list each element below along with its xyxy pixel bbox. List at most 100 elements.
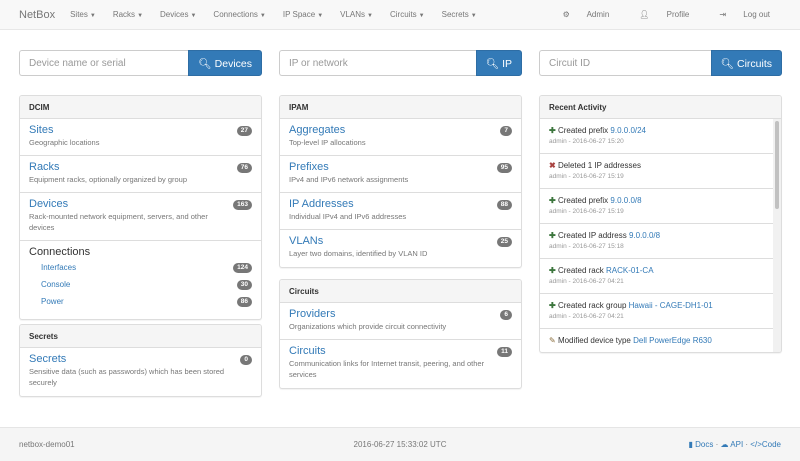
- scrollbar[interactable]: [773, 119, 781, 352]
- link-label: Code: [761, 440, 781, 449]
- activity-item: ✚ Created rack group Hawaii - CAGE-DH1-0…: [540, 294, 773, 329]
- count-badge: 7: [500, 126, 512, 136]
- item-description: Layer two domains, identified by VLAN ID: [289, 249, 428, 258]
- console-link[interactable]: Console 30: [29, 276, 252, 293]
- admin-label: Admin: [586, 10, 610, 19]
- book-icon: ▮: [688, 440, 693, 449]
- docs-link[interactable]: ▮ Docs: [689, 440, 714, 449]
- menu-ip-space[interactable]: IP Space ▼: [283, 10, 323, 19]
- list-item: VLANs 25 Layer two domains, identified by …: [280, 230, 521, 267]
- menu-secrets[interactable]: Secrets ▼: [442, 10, 477, 19]
- menu-label: Racks: [112, 10, 136, 19]
- ip-search: 🔍︎ IP: [279, 50, 522, 76]
- footer-links: ▮ Docs · ☁ API · </>Code: [688, 440, 781, 449]
- activity-link[interactable]: 9.0.0.0/8: [628, 231, 661, 240]
- ip-search-button[interactable]: 🔍︎ IP: [475, 50, 522, 76]
- count-badge: 27: [236, 126, 252, 136]
- count-badge: 124: [233, 263, 252, 273]
- plus-icon: ✚: [549, 301, 556, 310]
- circuit-search: 🔍︎ Circuits: [539, 50, 782, 76]
- count-badge: 86: [236, 297, 252, 307]
- link-label: Console: [41, 280, 71, 289]
- caret-down-icon: ▼: [418, 13, 425, 19]
- count-badge: 88: [496, 200, 512, 210]
- menu-vlans[interactable]: VLANs ▼: [340, 10, 373, 19]
- menu-devices[interactable]: Devices ▼: [160, 10, 196, 19]
- menu-racks[interactable]: Racks ▼: [113, 10, 143, 19]
- secrets-link[interactable]: Secrets: [29, 353, 67, 365]
- code-icon: </>: [750, 440, 762, 449]
- circuit-search-button[interactable]: 🔍︎ Circuits: [710, 50, 782, 76]
- activity-item: ✖ Deleted 1 IP addresses admin - 2016-06-…: [540, 154, 773, 189]
- menu-connections[interactable]: Connections ▼: [213, 10, 265, 19]
- code-link[interactable]: </>Code: [750, 440, 781, 449]
- search-icon: 🔍︎: [198, 57, 212, 70]
- ip-addresses-link[interactable]: IP Addresses: [289, 198, 354, 210]
- link-label: Power: [41, 297, 64, 306]
- pencil-icon: ✎: [549, 336, 556, 345]
- vlans-link[interactable]: VLANs: [289, 235, 324, 247]
- device-search-button[interactable]: 🔍︎ Devices: [188, 50, 262, 76]
- power-link[interactable]: Power 86: [29, 293, 252, 310]
- profile-link[interactable]: 👤︎ Profile: [639, 10, 704, 19]
- prefixes-link[interactable]: Prefixes: [289, 161, 329, 173]
- menu-circuits[interactable]: Circuits ▼: [390, 10, 425, 19]
- activity-list[interactable]: ✚ Created prefix 9.0.0.0/24 admin - 2016-…: [540, 119, 781, 352]
- devices-link[interactable]: Devices: [29, 198, 69, 210]
- device-search: 🔍︎ Devices: [19, 50, 262, 76]
- activity-text: Created rack group: [557, 301, 627, 310]
- link-label: Docs: [695, 440, 714, 449]
- ip-search-input[interactable]: [279, 50, 476, 76]
- plus-icon: ✚: [549, 266, 556, 275]
- search-icon: 🔍︎: [485, 57, 500, 70]
- plus-icon: ✚: [549, 231, 556, 240]
- cloud-icon: ☁: [720, 440, 729, 449]
- link-label: Interfaces: [41, 263, 77, 272]
- circuits-panel: Circuits Providers 6 Organizations which p…: [279, 279, 522, 389]
- brand-logo[interactable]: NetBox: [19, 8, 56, 21]
- activity-item: ✎ Modified device type Dell PowerEdge R6…: [540, 329, 773, 352]
- count-badge: 25: [496, 237, 512, 247]
- count-badge: 0: [240, 355, 252, 365]
- sites-link[interactable]: Sites: [29, 124, 54, 136]
- connections-item: Connections Interfaces 124 Console 30 Powe…: [20, 241, 261, 319]
- circuits-link[interactable]: Circuits: [289, 345, 326, 357]
- item-description: Geographic locations: [29, 138, 100, 147]
- activity-link[interactable]: 9.0.0.0/8: [610, 196, 642, 205]
- device-search-input[interactable]: [19, 50, 189, 76]
- menu-label: Connections: [213, 10, 258, 19]
- panel-heading: DCIM: [20, 96, 261, 119]
- activity-link[interactable]: Dell PowerEdge R630: [633, 336, 712, 345]
- menu-label: Sites: [70, 10, 88, 19]
- activity-link[interactable]: RACK-01-CA: [605, 266, 654, 275]
- user-icon: 👤︎: [639, 10, 650, 19]
- list-item: Racks 76 Equipment racks, optionally organ…: [20, 156, 261, 193]
- logout-link[interactable]: ⇥ Log out: [719, 10, 785, 19]
- hostname: netbox-demo01: [19, 440, 75, 449]
- activity-link[interactable]: 9.0.0.0/24: [610, 126, 647, 135]
- scrollbar-thumb[interactable]: [775, 121, 779, 209]
- activity-item: ✚ Created prefix 9.0.0.0/8 admin - 2016-0…: [540, 189, 773, 224]
- caret-down-icon: ▼: [137, 13, 144, 19]
- search-icon: 🔍︎: [720, 57, 735, 70]
- caret-down-icon: ▼: [259, 13, 266, 19]
- interfaces-link[interactable]: Interfaces 124: [29, 259, 252, 276]
- aggregates-link[interactable]: Aggregates: [289, 124, 346, 136]
- plus-icon: ✚: [549, 126, 556, 135]
- activity-link[interactable]: Hawaii - CAGE-DH1-01: [628, 301, 713, 310]
- menu-sites[interactable]: Sites ▼: [70, 10, 96, 19]
- dcim-panel: DCIM Sites 27 Geographic locations Racks 76…: [19, 95, 262, 320]
- racks-link[interactable]: Racks: [29, 161, 60, 173]
- activity-meta: admin - 2016-06-27 15:18: [549, 243, 624, 250]
- count-badge: 30: [236, 280, 252, 290]
- circuit-search-input[interactable]: [539, 50, 711, 76]
- api-link[interactable]: ☁ API: [721, 440, 744, 449]
- panel-heading: IPAM: [280, 96, 521, 119]
- admin-link[interactable]: ⚙ Admin: [563, 10, 625, 19]
- activity-meta: admin - 2016-06-27 15:19: [549, 208, 624, 215]
- item-description: Communication links for Internet transit…: [289, 359, 485, 379]
- activity-meta: admin - 2016-06-27 15:19: [549, 173, 624, 180]
- activity-item: ✚ Created prefix 9.0.0.0/24 admin - 2016-…: [540, 119, 773, 154]
- providers-link[interactable]: Providers: [289, 308, 336, 320]
- item-description: Top-level IP allocations: [289, 138, 366, 147]
